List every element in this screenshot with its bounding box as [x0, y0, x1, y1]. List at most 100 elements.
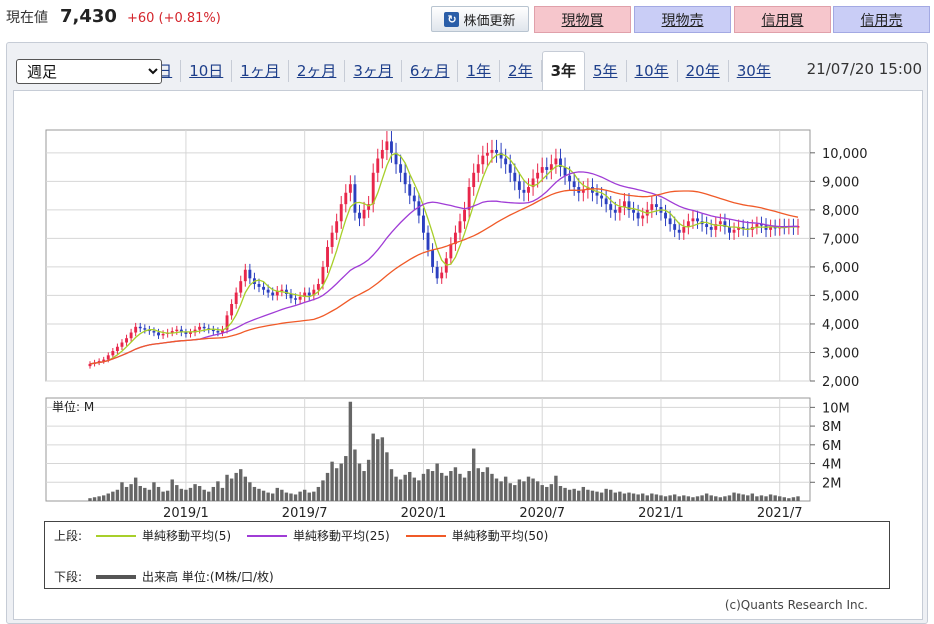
volume-bar	[599, 492, 604, 501]
volume-bar	[394, 476, 398, 501]
volume-bar	[773, 495, 777, 501]
candle-body	[390, 141, 393, 153]
volume-bar	[88, 498, 92, 501]
tab-period[interactable]: 20年	[678, 60, 729, 82]
volume-bar	[348, 401, 353, 501]
volume-bar	[143, 487, 147, 501]
candle-body	[508, 164, 512, 173]
volume-bar	[266, 492, 270, 501]
volume-bar	[138, 486, 142, 501]
candle-body	[97, 361, 101, 363]
volume-bar	[97, 496, 101, 501]
volume-bar	[714, 496, 718, 501]
candle-body	[143, 328, 147, 330]
ma50-line	[89, 188, 799, 365]
candle-body	[563, 167, 567, 176]
volume-bar	[558, 486, 563, 501]
margin-buy-button[interactable]: 信用買	[734, 6, 831, 33]
volume-bar	[508, 483, 512, 501]
margin-sell-button[interactable]: 信用売	[833, 6, 930, 33]
volume-bar	[796, 496, 800, 501]
tab-period[interactable]: 1年	[458, 60, 501, 82]
legend-volume-swatch	[96, 574, 137, 579]
legend-ma5-swatch	[96, 534, 137, 537]
volume-bar	[462, 477, 467, 501]
volume-bar	[229, 478, 234, 501]
tab-period[interactable]: 10年	[627, 60, 678, 82]
volume-bar	[672, 494, 677, 501]
volume-bar	[503, 476, 508, 501]
volume-bar	[120, 482, 124, 501]
volume-bar	[152, 482, 156, 501]
tab-period[interactable]: 1ヶ月	[232, 60, 289, 82]
tab-period[interactable]: 2ヶ月	[289, 60, 346, 82]
date-tick-label: 2021/1	[638, 506, 684, 521]
volume-bar	[252, 486, 257, 501]
tab-period[interactable]: 30年	[736, 62, 771, 80]
volume-bar	[257, 488, 261, 501]
volume-bar	[293, 494, 298, 501]
candle-body	[399, 164, 403, 173]
candle-body	[453, 232, 457, 245]
candle-body	[627, 201, 631, 210]
volume-bar	[686, 496, 691, 501]
candle-body	[339, 204, 343, 222]
volume-bar	[663, 496, 668, 501]
volume-bar	[298, 491, 302, 501]
candle-body	[230, 303, 234, 316]
candle-body	[517, 181, 521, 190]
candle-body	[773, 226, 777, 229]
volume-bar	[124, 486, 129, 501]
candle-body	[412, 195, 416, 202]
candle-body	[362, 209, 366, 219]
date-tick-label: 2019/7	[282, 506, 328, 521]
cash-buy-button[interactable]: 現物買	[534, 6, 631, 33]
volume-bar	[540, 485, 544, 501]
candle-body	[449, 244, 453, 259]
volume-bar	[481, 471, 485, 501]
volume-bar	[115, 489, 120, 501]
candle-body	[421, 215, 425, 233]
candle-body	[376, 158, 380, 173]
volume-bar	[371, 433, 375, 501]
candle-body	[481, 155, 485, 165]
tab-period[interactable]: 6ヶ月	[402, 60, 459, 82]
refresh-price-button[interactable]: ↻ 株価更新	[431, 6, 529, 32]
candle-body	[504, 158, 508, 165]
volume-bar	[417, 480, 421, 501]
candle-body	[490, 149, 494, 153]
tab-period[interactable]: 5年	[585, 60, 627, 82]
interval-select[interactable]: 週足	[16, 59, 162, 84]
candle-body	[371, 172, 375, 205]
volume-bar	[444, 475, 448, 501]
candle-body	[189, 332, 192, 334]
volume-bar	[179, 488, 184, 501]
volume-bar	[133, 477, 138, 501]
candle-body	[335, 221, 339, 233]
legend-ma50-label: 単純移動平均(50)	[451, 529, 549, 543]
volume-tick-label: 2M	[822, 476, 842, 491]
tab-period[interactable]: 10日	[181, 60, 233, 82]
volume-bar	[490, 473, 494, 501]
volume-bar	[243, 476, 248, 501]
tab-period[interactable]: 3年	[541, 51, 585, 91]
candle-body	[641, 215, 645, 219]
volume-bar	[239, 469, 243, 501]
volume-bar	[398, 479, 403, 501]
copyright: (c)Quants Research Inc.	[724, 598, 868, 612]
cash-sell-button[interactable]: 現物売	[634, 6, 731, 33]
price-tick-label: 2,000	[822, 375, 859, 390]
volume-tick-label: 8M	[822, 420, 842, 435]
candle-body	[723, 221, 727, 227]
tab-period[interactable]: 2年	[500, 60, 542, 82]
legend-upper-row: 上段: 単純移動平均(5) 単純移動平均(25) 単純移動平均(50)	[54, 527, 548, 544]
volume-bar	[216, 481, 220, 501]
legend-ma25-label: 単純移動平均(25)	[293, 529, 390, 543]
tab-period[interactable]: 3ヶ月	[345, 60, 402, 82]
candle-body	[673, 224, 677, 230]
candle-body	[426, 232, 430, 250]
candle-body	[367, 204, 371, 210]
candle-body	[636, 212, 640, 219]
volume-bar	[631, 493, 636, 501]
